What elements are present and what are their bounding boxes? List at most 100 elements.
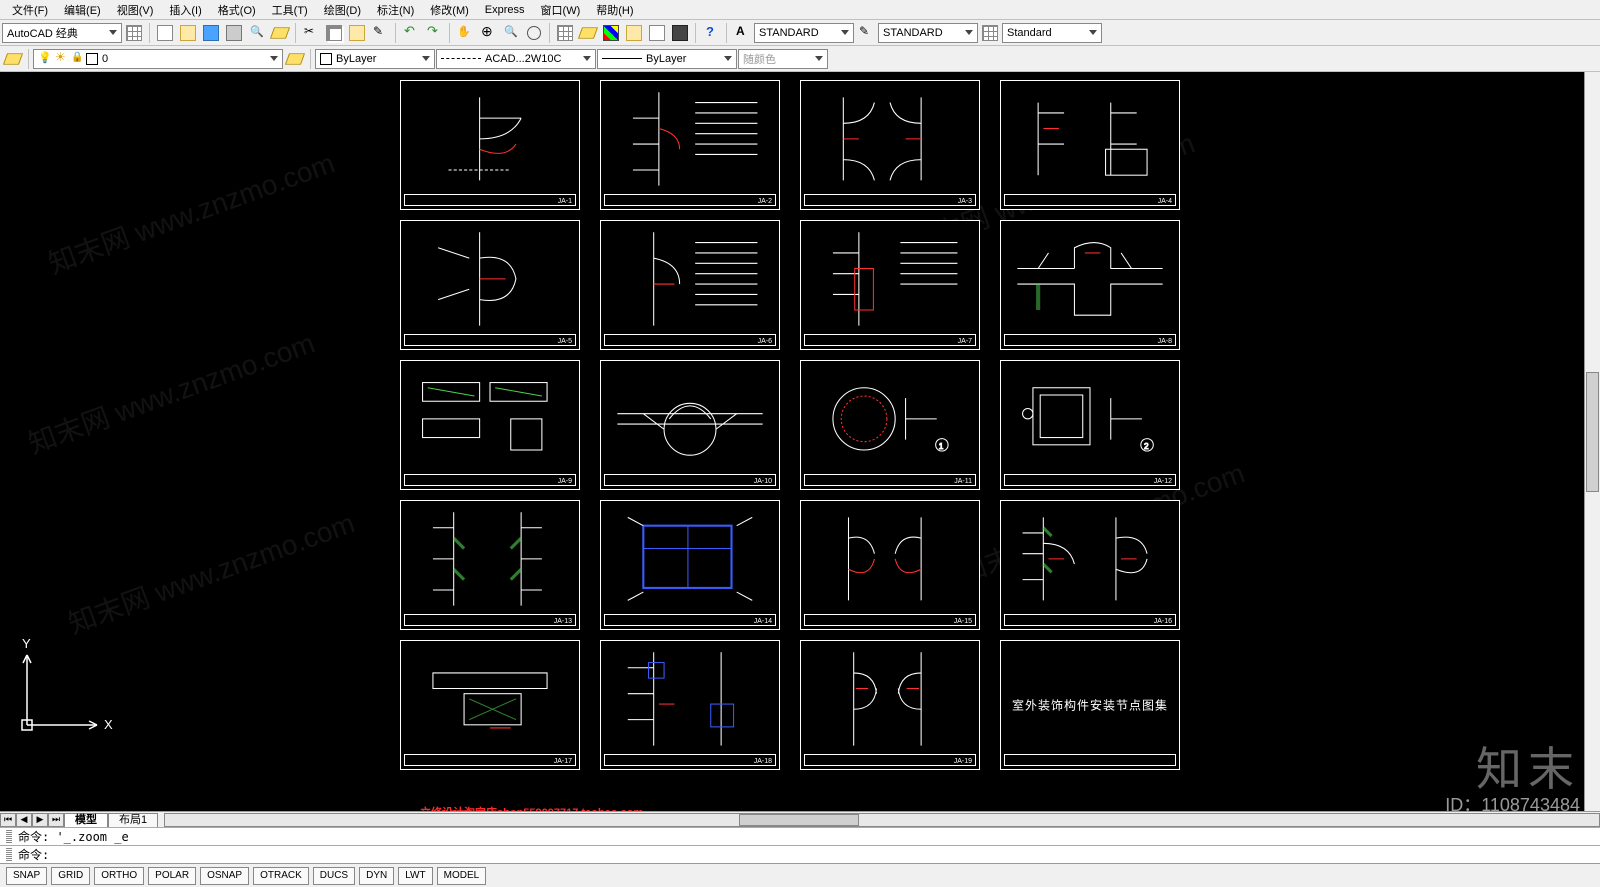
- sheet[interactable]: JA-7: [800, 220, 980, 350]
- sheet[interactable]: JA-9: [400, 360, 580, 490]
- sheet[interactable]: JA-8: [1000, 220, 1180, 350]
- status-ducs[interactable]: DUCS: [313, 867, 355, 885]
- tab-nav-last[interactable]: ⏭: [48, 813, 64, 827]
- sheet[interactable]: 2 JA-12: [1000, 360, 1180, 490]
- sheet-title-card[interactable]: 室外装饰构件安装节点图集: [1000, 640, 1180, 770]
- status-model[interactable]: MODEL: [437, 867, 487, 885]
- status-osnap[interactable]: OSNAP: [200, 867, 249, 885]
- layer-manager-button[interactable]: [2, 48, 24, 70]
- sheet[interactable]: JA-4: [1000, 80, 1180, 210]
- menu-format[interactable]: 格式(O): [210, 2, 264, 18]
- zoom-win-button[interactable]: [500, 22, 522, 44]
- undo-button[interactable]: [400, 22, 422, 44]
- tablestyle-dropdown[interactable]: Standard: [1002, 23, 1102, 43]
- textstyle-dropdown[interactable]: STANDARD: [754, 23, 854, 43]
- matchprop-button[interactable]: [369, 22, 391, 44]
- sheet[interactable]: JA-10: [600, 360, 780, 490]
- sheet[interactable]: JA-1: [400, 80, 580, 210]
- status-snap[interactable]: SNAP: [6, 867, 47, 885]
- vertical-scroll-thumb[interactable]: [1586, 372, 1599, 492]
- cmd-grip-icon[interactable]: [6, 848, 12, 862]
- sheet[interactable]: JA-19: [800, 640, 980, 770]
- publish-button[interactable]: [269, 22, 291, 44]
- sheet-tag: JA-2: [757, 198, 773, 205]
- tab-nav-prev[interactable]: ◀: [16, 813, 32, 827]
- vertical-scrollbar[interactable]: [1584, 72, 1600, 823]
- menu-insert[interactable]: 插入(I): [161, 2, 209, 18]
- tab-nav-first[interactable]: ⏮: [0, 813, 16, 827]
- redo-button[interactable]: [423, 22, 445, 44]
- menu-tools[interactable]: 工具(T): [264, 2, 316, 18]
- status-dyn[interactable]: DYN: [359, 867, 394, 885]
- cut-button[interactable]: [300, 22, 322, 44]
- status-otrack[interactable]: OTRACK: [253, 867, 309, 885]
- tab-model[interactable]: 模型: [64, 813, 108, 827]
- textstyle-icon[interactable]: [731, 22, 753, 44]
- preview-button[interactable]: [246, 22, 268, 44]
- save-button[interactable]: [200, 22, 222, 44]
- menu-file[interactable]: 文件(F): [4, 2, 56, 18]
- horizontal-scrollbar[interactable]: [164, 813, 1600, 827]
- menu-help[interactable]: 帮助(H): [588, 2, 641, 18]
- zoom-prev-button[interactable]: [523, 22, 545, 44]
- workspace-settings-button[interactable]: [123, 22, 145, 44]
- menu-view[interactable]: 视图(V): [109, 2, 162, 18]
- properties-button[interactable]: [554, 22, 576, 44]
- color-dropdown[interactable]: ByLayer: [315, 49, 435, 69]
- layer-prev-button[interactable]: [284, 48, 306, 70]
- sheet[interactable]: JA-3: [800, 80, 980, 210]
- copy-button[interactable]: [323, 22, 345, 44]
- tab-nav-next[interactable]: ▶: [32, 813, 48, 827]
- color-swatch: [320, 53, 332, 65]
- tablestyle-icon[interactable]: [979, 22, 1001, 44]
- print-button[interactable]: [223, 22, 245, 44]
- sheetset-button[interactable]: [623, 22, 645, 44]
- layer-dropdown[interactable]: 0: [33, 49, 283, 69]
- sheet[interactable]: 1 JA-11: [800, 360, 980, 490]
- pan-button[interactable]: [454, 22, 476, 44]
- menu-draw[interactable]: 绘图(D): [316, 2, 369, 18]
- command-input-line[interactable]: 命令:: [0, 845, 1600, 863]
- status-polar[interactable]: POLAR: [148, 867, 196, 885]
- dimstyle-dropdown[interactable]: STANDARD: [878, 23, 978, 43]
- zoom-rt-button[interactable]: [477, 22, 499, 44]
- designcenter-button[interactable]: [577, 22, 599, 44]
- sheet[interactable]: JA-15: [800, 500, 980, 630]
- plotstyle-dropdown[interactable]: 随颜色: [738, 49, 828, 69]
- lineweight-dropdown[interactable]: ByLayer: [597, 49, 737, 69]
- markup-button[interactable]: [646, 22, 668, 44]
- help-button[interactable]: [700, 22, 722, 44]
- toolpalettes-button[interactable]: [600, 22, 622, 44]
- status-grid[interactable]: GRID: [51, 867, 90, 885]
- paste-button[interactable]: [346, 22, 368, 44]
- quickcalc-button[interactable]: [669, 22, 691, 44]
- cmd-grip-icon[interactable]: [6, 830, 12, 844]
- tab-layout1[interactable]: 布局1: [108, 813, 158, 827]
- menu-modify[interactable]: 修改(M): [422, 2, 477, 18]
- workspace-dropdown[interactable]: AutoCAD 经典: [2, 23, 122, 43]
- sheet[interactable]: JA-17: [400, 640, 580, 770]
- status-ortho[interactable]: ORTHO: [94, 867, 144, 885]
- layout-tab-bar: ⏮ ◀ ▶ ⏭ 模型 布局1: [0, 811, 1600, 827]
- sheet-tag: JA-14: [753, 618, 773, 625]
- sheet[interactable]: JA-5: [400, 220, 580, 350]
- sheet[interactable]: JA-13: [400, 500, 580, 630]
- menu-dim[interactable]: 标注(N): [369, 2, 422, 18]
- menu-edit[interactable]: 编辑(E): [56, 2, 109, 18]
- sheet-tag: JA-16: [1153, 618, 1173, 625]
- new-button[interactable]: [154, 22, 176, 44]
- sheet[interactable]: JA-14: [600, 500, 780, 630]
- status-lwt[interactable]: LWT: [398, 867, 432, 885]
- menu-window[interactable]: 窗口(W): [533, 2, 589, 18]
- textstyle-label: STANDARD: [759, 27, 819, 39]
- sheet[interactable]: JA-2: [600, 80, 780, 210]
- drawing-canvas[interactable]: 知末网 www.znzmo.com 知末网 www.znzmo.com 知末网 …: [0, 72, 1600, 823]
- horizontal-scroll-thumb[interactable]: [739, 814, 859, 826]
- dimstyle-icon[interactable]: [855, 22, 877, 44]
- menu-express[interactable]: Express: [477, 4, 533, 16]
- sheet[interactable]: JA-6: [600, 220, 780, 350]
- linetype-dropdown[interactable]: ACAD...2W10C: [436, 49, 596, 69]
- open-button[interactable]: [177, 22, 199, 44]
- sheet[interactable]: JA-18: [600, 640, 780, 770]
- sheet[interactable]: JA-16: [1000, 500, 1180, 630]
